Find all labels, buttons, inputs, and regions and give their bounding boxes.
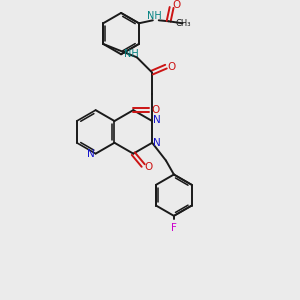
Text: O: O	[168, 61, 176, 72]
Text: N: N	[87, 148, 94, 159]
Text: N: N	[153, 138, 161, 148]
Text: NH: NH	[147, 11, 162, 21]
Text: O: O	[151, 105, 159, 115]
Text: O: O	[172, 1, 181, 10]
Text: N: N	[153, 115, 161, 125]
Text: F: F	[171, 223, 177, 233]
Text: CH₃: CH₃	[176, 19, 191, 28]
Text: NH: NH	[124, 50, 138, 59]
Text: O: O	[144, 161, 152, 172]
